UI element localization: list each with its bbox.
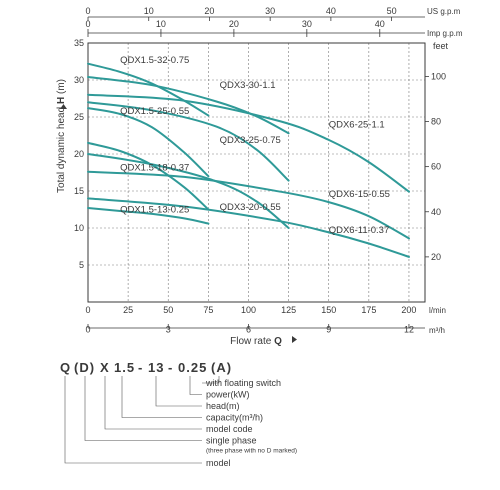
model-code-part: 13: [148, 360, 164, 375]
model-code-legend-label: model: [206, 458, 231, 468]
curve-label: QDX1.5-32-0.75: [120, 55, 189, 66]
curve-qdx6-11-0_37: [87, 197, 410, 258]
us-gpm-tick-label: 10: [144, 6, 154, 16]
lmin-tick-label: 150: [321, 305, 336, 315]
imp-gpm-tick-label: 20: [229, 19, 239, 29]
x-axis-title-text: Flow rate: [230, 336, 272, 347]
imp-gpm-tick-label: 40: [375, 19, 385, 29]
curve-qdx3-25-0_75: [87, 101, 290, 182]
model-code-leader-line: [84, 376, 202, 441]
curve-qdx6-15-0_55: [87, 170, 410, 240]
curve-label: QDX1.5-18-0.37: [120, 162, 189, 173]
model-code-legend-label: head(m): [206, 401, 240, 411]
y-axis-title-text: Total dynamic head: [56, 107, 67, 193]
curve-label: QDX3-30-1.1: [220, 80, 276, 91]
curve-qdx3-30-1_1: [87, 76, 290, 135]
curve-label: QDX6-25-1.1: [329, 119, 385, 130]
y-axis-title: Total dynamic head H (m): [56, 79, 67, 193]
model-code-leader-line: [121, 376, 202, 418]
head-m-tick-label: 10: [74, 223, 84, 233]
model-code-part: 0.25: [178, 360, 207, 375]
feet-tick-label: 80: [431, 117, 441, 127]
head-m-tick-label: 15: [74, 186, 84, 196]
model-code-leader-line: [202, 376, 220, 384]
lmin-tick-label: 200: [401, 305, 416, 315]
model-code-part: (A): [211, 360, 232, 375]
curve-label: QDX1.5-13-0.25: [120, 204, 189, 215]
us-gpm-tick-label: 40: [326, 6, 336, 16]
lmin-tick-label: 175: [361, 305, 376, 315]
curve-qdx1_5-13-0_25: [87, 207, 210, 225]
y-axis-title-unit: (m): [56, 79, 67, 94]
model-code: Q (D) X 1.5-13-0.25 (A)with floating switchp…: [60, 360, 297, 468]
imp-gpm-tick-label: 30: [302, 19, 312, 29]
lmin-tick-label: 50: [163, 305, 173, 315]
feet-tick-label: 60: [431, 162, 441, 172]
x-axis-title-symbol: Q: [274, 336, 282, 347]
head-m-tick-label: 30: [74, 75, 84, 85]
imp-gpm-unit-label: Imp g.p.m: [427, 29, 463, 38]
curve-label: QDX6-11-0.37: [329, 225, 390, 236]
model-code-leader-line: [104, 376, 202, 430]
head-m-tick-label: 5: [79, 260, 84, 270]
lmin-tick-label: 100: [241, 305, 256, 315]
curve-label: QDX3-25-0.75: [220, 135, 281, 146]
curve-label: QDX3-20-0.55: [220, 202, 281, 213]
feet-unit-label: feet: [433, 41, 449, 51]
x-axis-arrow-icon: [292, 336, 297, 343]
model-code-leader-line: [189, 376, 202, 395]
curves: [87, 62, 410, 258]
lmin-tick-label: 75: [203, 305, 213, 315]
y-axis-arrow-icon: [60, 104, 67, 109]
curve-labels: QDX1.5-32-0.75 QDX3-30-1.1 QDX6-25-1.1 QDX1…: [120, 55, 390, 236]
model-code-legend-label: capacity(m³/h): [206, 413, 263, 423]
grid: [88, 42, 425, 302]
head-m-tick-label: 35: [74, 38, 84, 48]
model-code-part: -: [168, 360, 173, 375]
m3h-unit-label: m³/h: [429, 326, 445, 335]
model-code-part: -: [138, 360, 143, 375]
curve-qdx1_5-25-0_55: [87, 107, 210, 178]
us-gpm-tick-label: 0: [85, 6, 90, 16]
curve-qdx1_5-32-0_75: [87, 62, 210, 117]
y-axis-title-symbol: H: [56, 97, 67, 104]
head-m-tick-label: 20: [74, 149, 84, 159]
us-gpm-tick-label: 20: [204, 6, 214, 16]
lmin-tick-label: 25: [123, 305, 133, 315]
us-gpm-tick-label: 50: [387, 6, 397, 16]
curve-label: QDX1.5-25-0.55: [120, 106, 189, 117]
x-axis-title: Flow rate Q: [230, 336, 282, 347]
imp-gpm-tick-label: 0: [85, 19, 90, 29]
model-code-leader-line: [64, 376, 202, 464]
model-code-legend-label: model code: [206, 424, 253, 434]
model-code-part: (D): [74, 360, 95, 375]
imp-gpm-tick-label: 10: [156, 19, 166, 29]
head-m-tick-label: 25: [74, 112, 84, 122]
m3h-tick-label: 3: [166, 325, 171, 335]
model-code-part: Q: [60, 360, 71, 375]
model-code-legend-label: with floating switch: [205, 378, 281, 388]
model-code-legend-label: power(kW): [206, 390, 250, 400]
lmin-tick-label: 0: [85, 305, 90, 315]
model-code-part: 1.5: [114, 360, 135, 375]
m3h-tick-label: 6: [246, 325, 251, 335]
feet-tick-label: 100: [431, 71, 446, 81]
us-gpm-tick-label: 30: [265, 6, 275, 16]
m3h-tick-label: 0: [85, 325, 90, 335]
curve-qdx6-25-1_1: [87, 93, 410, 193]
model-code-part: X: [100, 360, 110, 375]
feet-tick-label: 40: [431, 207, 441, 217]
m3h-tick-label: 9: [326, 325, 331, 335]
model-code-legend-label: single phase: [206, 436, 257, 446]
m3h-tick-label: 12: [404, 325, 414, 335]
model-code-legend-note: (three phase with no D marked): [206, 448, 297, 455]
model-code-leader-line: [155, 376, 202, 407]
feet-tick-label: 20: [431, 252, 441, 262]
lmin-tick-label: 125: [281, 305, 296, 315]
us-gpm-unit-label: US g.p.m: [427, 7, 461, 16]
lmin-unit-label: l/min: [429, 306, 446, 315]
curve-label: QDX6-15-0.55: [329, 189, 390, 200]
